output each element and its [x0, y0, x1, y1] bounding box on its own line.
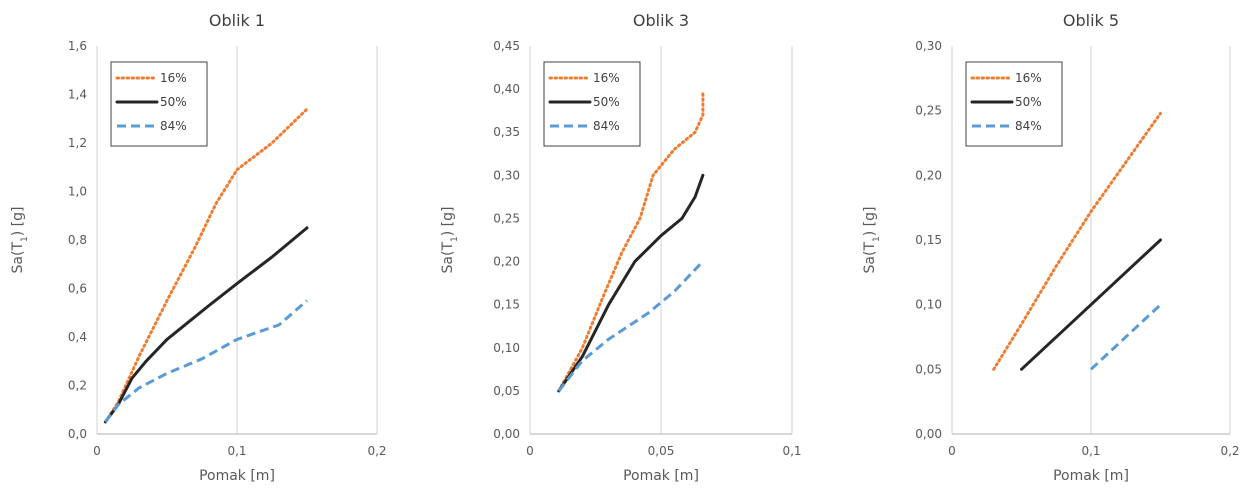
- y-tick-label: 0,05: [915, 362, 942, 376]
- y-axis-label: Sa(T1) [g]: [10, 207, 30, 274]
- x-tick-label: 0,2: [367, 444, 386, 458]
- y-axis-label-tail: ) [g]: [10, 207, 26, 237]
- y-axis-label: Sa(T1) [g]: [440, 207, 460, 274]
- legend-label: 84%: [1015, 119, 1042, 133]
- y-tick-label: 0,8: [68, 233, 87, 247]
- x-axis-label: Pomak [m]: [1053, 468, 1129, 484]
- x-tick-label: 0,2: [1220, 444, 1239, 458]
- y-axis-label-tail: ) [g]: [862, 207, 878, 237]
- y-tick-label: 0,15: [493, 298, 520, 312]
- y-tick-label: 0,00: [915, 427, 942, 441]
- chart-panel-1: 0 0,1 0,2 0,0 0,2 0,4 0,6 0,8 1,0 1,2 1,4 1,6 Oblik …: [10, 11, 387, 484]
- legend-box: [110, 61, 208, 147]
- y-tick-label: 0,10: [915, 298, 942, 312]
- y-tick-label: 0,00: [493, 427, 520, 441]
- x-tick-label: 0,1: [227, 444, 246, 458]
- y-axis-label-subscript: 1: [20, 236, 30, 242]
- series-line-16pct: [992, 111, 1162, 371]
- legend-label: 50%: [593, 95, 620, 109]
- legend-label: 16%: [593, 71, 620, 85]
- chart-title: Oblik 1: [209, 11, 265, 30]
- y-tick-label: 0,40: [493, 82, 520, 96]
- y-tick-label: 0,30: [493, 168, 520, 182]
- chart-panel-2: 0 0,05 0,1 0,00 0,05 0,10 0,15 0,20 0,25 0,30 0,35…: [440, 11, 802, 484]
- series-line-50pct: [557, 173, 705, 393]
- series-line-50pct: [1020, 238, 1162, 371]
- legend-box: [543, 61, 641, 147]
- legend-label: 16%: [160, 71, 187, 85]
- series-line-50pct: [103, 226, 309, 424]
- y-tick-label: 0,4: [68, 330, 87, 344]
- legend-label: 50%: [1015, 95, 1042, 109]
- series-line-84pct: [557, 263, 702, 392]
- y-tick-label: 0,20: [915, 168, 942, 182]
- x-tick-label: 0: [93, 444, 101, 458]
- y-tick-label: 0,20: [493, 255, 520, 269]
- series-line-84pct: [104, 299, 308, 423]
- y-tick-label: 0,05: [493, 384, 520, 398]
- y-axis-label-tail: ) [g]: [440, 207, 456, 237]
- series-line-84pct: [1089, 303, 1162, 371]
- legend-label: 84%: [160, 119, 187, 133]
- y-axis-label-main: Sa(T: [862, 242, 878, 274]
- x-axis-label: Pomak [m]: [623, 468, 699, 484]
- y-axis-label-main: Sa(T: [440, 242, 456, 274]
- y-tick-label: 0,45: [493, 39, 520, 53]
- x-tick-label: 0: [526, 444, 534, 458]
- y-tick-label: 1,2: [68, 136, 87, 150]
- legend-box: [965, 61, 1063, 147]
- y-tick-label: 0,0: [68, 427, 87, 441]
- chart-panel-3: 0 0,1 0,2 0,00 0,05 0,10 0,15 0,20 0,25 0,30 Oblik…: [862, 11, 1240, 484]
- x-tick-label: 0,05: [648, 444, 675, 458]
- y-tick-label: 1,6: [68, 39, 87, 53]
- y-axis-label: Sa(T1) [g]: [862, 207, 882, 274]
- x-axis-label: Pomak [m]: [199, 468, 275, 484]
- x-tick-label: 0,1: [1081, 444, 1100, 458]
- y-tick-label: 0,25: [493, 211, 520, 225]
- y-tick-label: 0,6: [68, 282, 87, 296]
- y-tick-label: 0,10: [493, 341, 520, 355]
- y-tick-label: 0,2: [68, 379, 87, 393]
- y-axis-label-subscript: 1: [872, 236, 882, 242]
- y-tick-label: 0,35: [493, 125, 520, 139]
- y-tick-label: 1,0: [68, 185, 87, 199]
- series-line-16pct: [103, 107, 309, 424]
- y-axis-label-subscript: 1: [450, 236, 460, 242]
- legend-label: 16%: [1015, 71, 1042, 85]
- legend-label: 84%: [593, 119, 620, 133]
- chart-title: Oblik 3: [633, 11, 689, 30]
- x-tick-label: 0: [948, 444, 956, 458]
- x-tick-label: 0,1: [782, 444, 801, 458]
- series-line-16pct: [557, 91, 705, 393]
- chart-title: Oblik 5: [1063, 11, 1119, 30]
- legend-label: 50%: [160, 95, 187, 109]
- y-tick-label: 1,4: [68, 88, 87, 102]
- y-tick-label: 0,30: [915, 39, 942, 53]
- y-tick-label: 0,25: [915, 104, 942, 118]
- y-axis-label-main: Sa(T: [10, 242, 26, 274]
- y-tick-label: 0,15: [915, 233, 942, 247]
